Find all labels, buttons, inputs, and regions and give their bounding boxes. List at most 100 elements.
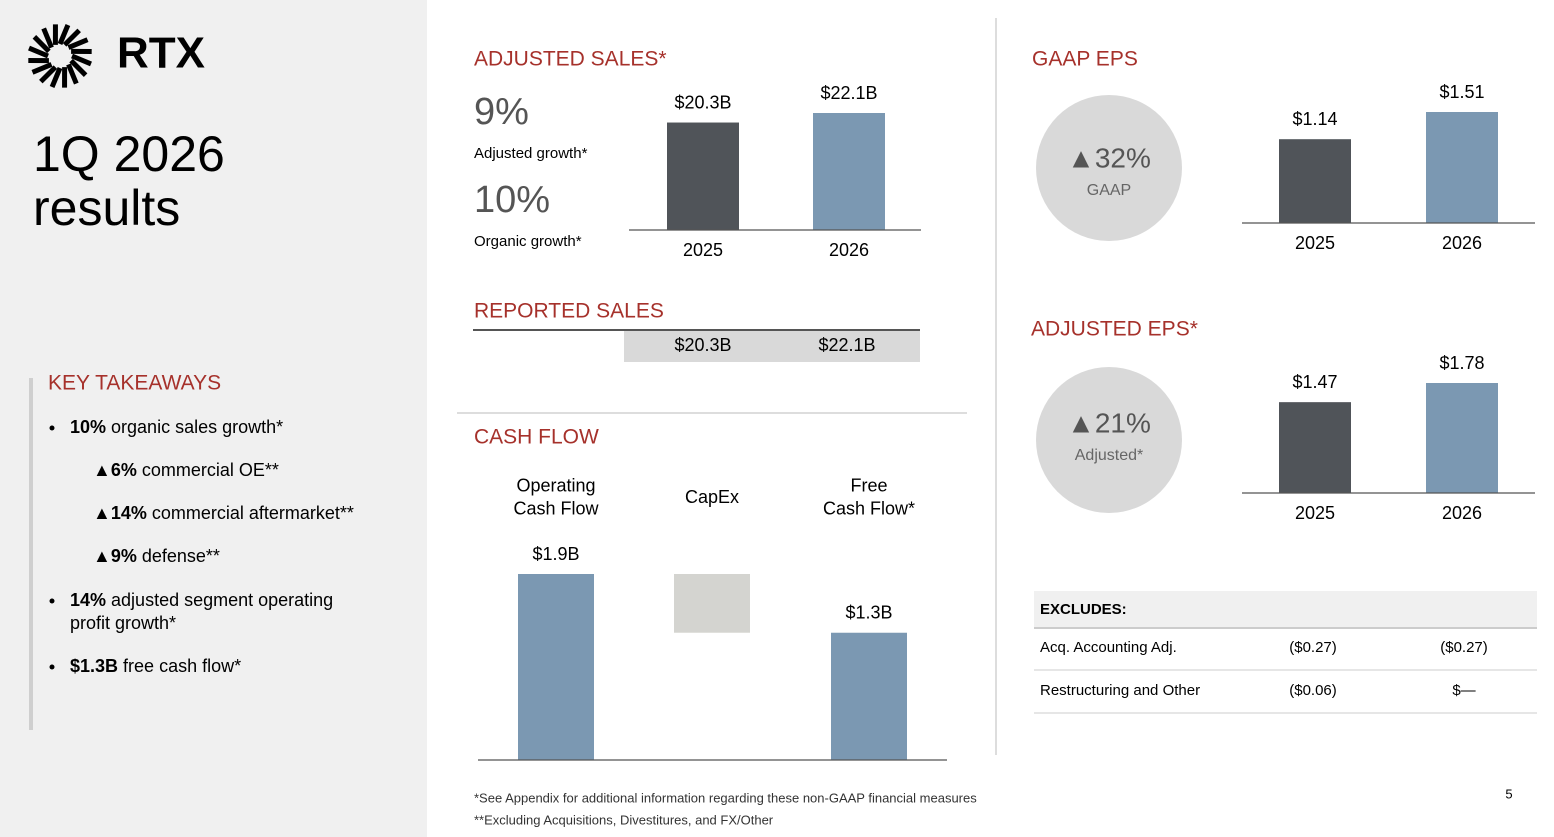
takeaway-text: organic sales growth* [106,417,283,437]
bar [667,122,739,230]
logo-ray [57,24,71,45]
x-category-label: Operating Cash Flow [513,475,599,518]
x-tick-label: 2026 [1442,503,1482,523]
slide-title: 1Q 2026 [33,126,225,182]
table-header [1034,591,1537,627]
bar [674,574,750,633]
takeaway: ▲14% commercial aftermarket** [93,503,354,523]
bar [1279,402,1351,493]
table-cell: ($0.27) [1289,639,1337,656]
table-cell: Restructuring and Other [1040,682,1200,699]
data-label: $1.51 [1439,82,1484,102]
bullet [49,598,55,604]
table-cell: ($0.06) [1289,682,1337,699]
takeaway: 10% organic sales growth* [70,417,283,437]
badge-label: GAAP [1087,182,1131,199]
data-label: $20.3B [674,92,731,112]
takeaway-text: free cash flow* [118,656,241,676]
bullet [49,425,55,431]
bullet [49,664,55,670]
takeaways: 10% organic sales growth* ▲6% commercial … [49,417,354,676]
logo-ray [49,67,63,88]
logo-ray [39,65,58,84]
takeaway-bold: ▲14% [93,503,147,523]
bar [518,574,594,760]
takeaway-bold: 14% [70,590,106,610]
table-header-text: EXCLUDES: [1040,601,1127,618]
logo-ray [32,35,51,54]
logo-text: RTX [117,29,205,78]
excludes-table: Acq. Accounting Adj. ($0.27) ($0.27) Restru… [1034,639,1537,714]
logo-ray [66,63,79,85]
badge-label: Adjusted* [1075,447,1144,464]
table-cell: Acq. Accounting Adj. [1040,639,1177,656]
logo-ray [69,58,88,77]
left-panel [0,0,427,837]
takeaway: ▲9% defense** [93,546,220,566]
x-tick-label: 2025 [1295,233,1335,253]
takeaway-text: defense** [137,546,220,566]
growth-value: 9% [474,91,529,133]
x-tick-label: 2025 [683,240,723,260]
x-tick-label: 2026 [1442,233,1482,253]
badge [1036,367,1182,513]
bar [1279,139,1351,223]
chart-title: GAAP EPS [1032,48,1138,71]
badge-value: ▲21% [1067,407,1151,438]
data-label: $1.78 [1439,353,1484,373]
growth-label: Adjusted growth* [474,145,588,162]
data-label: $1.9B [532,544,579,564]
table-row [624,331,920,362]
data-label: $1.14 [1292,109,1337,129]
takeaway: 14% adjusted segment operating [70,590,333,610]
takeaway-text: adjusted segment operating [106,590,333,610]
logo-ray [28,45,49,59]
logo-ray [41,27,54,49]
section-heading: REPORTED SALES [474,300,664,323]
x-tick-label: 2026 [829,240,869,260]
takeaway-bold: 10% [70,417,106,437]
data-label: $22.1B [820,83,877,103]
logo-ray [67,37,89,50]
footnote: **Excluding Acquisitions, Divestitures, … [474,812,774,827]
takeaway-bold: ▲9% [93,546,137,566]
x-category-label: CapEx [685,487,739,507]
takeaway-text: commercial aftermarket** [147,503,354,523]
x-category-label: Free Cash Flow* [823,475,915,518]
badge-value: ▲32% [1067,142,1151,173]
takeaway: $1.3B free cash flow* [70,656,241,676]
page-number: 5 [1505,786,1512,801]
bar [813,113,885,230]
logo-ray [71,53,92,67]
footnote: *See Appendix for additional information… [474,790,977,805]
bar [831,632,907,760]
chart-title: CASH FLOW [474,426,599,449]
data-label: $1.47 [1292,372,1337,392]
logo-ray [31,62,53,75]
table-cell: $20.3B [674,335,731,355]
growth-label: Organic growth* [474,233,582,250]
bar [1426,383,1498,493]
takeaway: ▲6% commercial OE** [93,460,279,480]
takeaway-text: commercial OE** [137,460,279,480]
badge [1036,95,1182,241]
logo-ray [62,28,81,47]
accent-bar [29,378,33,730]
takeaway-bold: $1.3B [70,656,118,676]
table-cell: $22.1B [818,335,875,355]
table-cell: $— [1452,682,1475,699]
table-cell: ($0.27) [1440,639,1488,656]
bar [1426,112,1498,223]
logo-mark [28,24,92,88]
chart-title: ADJUSTED SALES* [474,48,667,71]
growth-value: 10% [474,179,550,221]
takeaway: profit growth* [70,613,176,633]
chart-title: ADJUSTED EPS* [1031,318,1198,341]
data-label: $1.3B [845,602,892,622]
takeaway-bold: ▲6% [93,460,137,480]
section-heading: KEY TAKEAWAYS [48,372,221,395]
x-tick-label: 2025 [1295,503,1335,523]
slide-title: results [33,180,180,236]
